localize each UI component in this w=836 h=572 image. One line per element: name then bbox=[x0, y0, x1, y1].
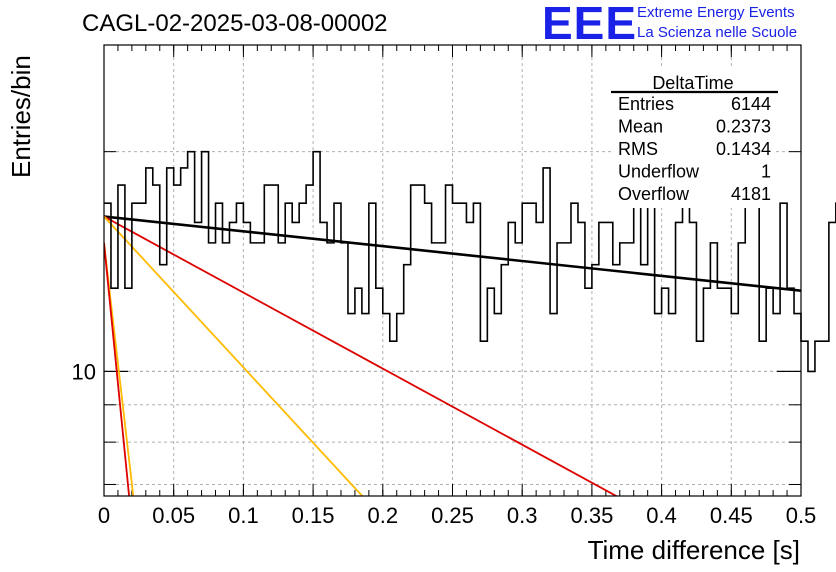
x-tick-label: 0.3 bbox=[507, 503, 538, 528]
x-tick-label: 0.15 bbox=[292, 503, 335, 528]
stats-row-label: RMS bbox=[618, 139, 658, 159]
eee-logo-line1: Extreme Energy Events bbox=[637, 4, 795, 21]
page-title: CAGL-02-2025-03-08-00002 bbox=[82, 10, 388, 37]
y-axis-label: Entries/bin bbox=[6, 55, 36, 178]
plot-frame bbox=[103, 44, 802, 497]
stats-row-value: 6144 bbox=[731, 94, 771, 114]
x-tick-label: 0.45 bbox=[710, 503, 753, 528]
stats-box-title: DeltaTime bbox=[652, 73, 733, 93]
eee-logo: EEE bbox=[542, 0, 638, 49]
stats-row-label: Entries bbox=[618, 94, 674, 114]
fit-curves bbox=[104, 215, 801, 496]
stats-row-value: 1 bbox=[761, 162, 771, 182]
stats-row-value: 0.2373 bbox=[716, 117, 771, 137]
x-tick-labels: 0 0.05 0.1 0.15 0.2 0.25 0.3 0.35 0.4 0.45 0.5 bbox=[98, 503, 816, 528]
stats-row-label: Mean bbox=[618, 117, 663, 137]
fit-line-orange bbox=[104, 215, 364, 496]
fit-line-red-steep bbox=[104, 242, 130, 496]
x-axis-label: Time difference [s] bbox=[588, 535, 800, 565]
x-tick-label: 0.35 bbox=[570, 503, 613, 528]
stats-row-value: 4181 bbox=[731, 184, 771, 204]
x-tick-label: 0.5 bbox=[786, 503, 817, 528]
fit-line-red bbox=[104, 215, 619, 496]
x-tick-label: 0.4 bbox=[646, 503, 677, 528]
stats-row-label: Underflow bbox=[618, 162, 700, 182]
fit-line-black bbox=[104, 215, 801, 292]
stats-row-label: Overflow bbox=[618, 184, 690, 204]
x-tick-label: 0 bbox=[98, 503, 110, 528]
x-tick-label: 0.2 bbox=[368, 503, 399, 528]
eee-logo-line2: La Scienza nelle Scuole bbox=[637, 24, 798, 41]
x-tick-label: 0.25 bbox=[431, 503, 474, 528]
x-tick-label: 0.1 bbox=[228, 503, 259, 528]
y-tick-labels: 10 bbox=[72, 359, 96, 384]
y-tick-label: 10 bbox=[72, 359, 96, 384]
stats-box: DeltaTime Entries 6144 Mean 0.2373 RMS 0.1434… bbox=[611, 68, 778, 208]
stats-rows: Entries 6144 Mean 0.2373 RMS 0.1434 Underflow 1… bbox=[618, 94, 771, 204]
stats-row-value: 0.1434 bbox=[716, 139, 771, 159]
x-tick-label: 0.05 bbox=[152, 503, 195, 528]
